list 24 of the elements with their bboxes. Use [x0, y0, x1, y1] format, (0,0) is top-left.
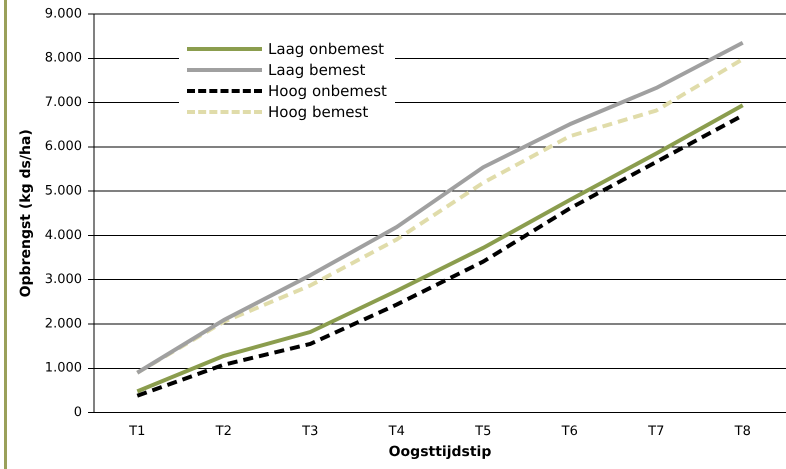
- y-tick-label: 7.000: [44, 94, 82, 110]
- x-tick-label: T5: [474, 424, 492, 439]
- x-tick-label: T3: [301, 424, 318, 439]
- y-axis-title: Opbrengst (kg ds/ha): [18, 129, 34, 298]
- y-tick-label: 9.000: [44, 6, 82, 22]
- y-tick-label: 8.000: [44, 50, 82, 66]
- x-tick-label: T6: [560, 424, 578, 439]
- y-tick-label: 5.000: [44, 184, 82, 199]
- y-tick-label: 2.000: [44, 316, 82, 332]
- x-tick-label: T8: [734, 424, 751, 439]
- legend-label: Laag bemest: [268, 60, 366, 78]
- legend-label: Hoog onbemest: [268, 82, 387, 100]
- y-tick-label: 0: [74, 404, 82, 420]
- legend-label: Laag onbemest: [268, 40, 384, 58]
- y-tick-label: 6.000: [44, 139, 82, 154]
- legend-label: Hoog bemest: [268, 102, 368, 120]
- y-tick-label: 4.000: [44, 228, 82, 243]
- x-tick-label: T4: [388, 424, 405, 439]
- y-tick-label: 3.000: [44, 272, 82, 288]
- x-axis-title: Oogsttijdstip: [388, 444, 492, 460]
- y-tick-label: 1.000: [44, 360, 82, 376]
- x-tick-label: T1: [128, 424, 146, 439]
- x-tick-label: T2: [214, 424, 232, 439]
- x-tick-label: T7: [647, 424, 664, 439]
